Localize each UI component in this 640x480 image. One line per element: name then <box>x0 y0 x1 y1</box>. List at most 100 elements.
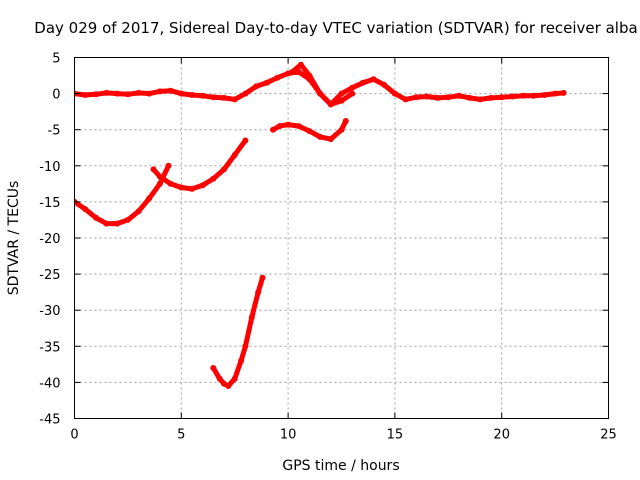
x-tick-label: 25 <box>600 428 617 443</box>
data-point <box>242 90 249 97</box>
data-point <box>92 214 99 221</box>
data-point <box>466 94 473 101</box>
data-point <box>423 93 430 100</box>
data-point <box>306 72 313 79</box>
data-point <box>82 206 89 213</box>
data-point <box>124 91 131 98</box>
data-point <box>297 61 304 68</box>
data-point <box>270 126 277 133</box>
y-tick-label: -35 <box>39 340 60 355</box>
data-point <box>445 94 452 101</box>
x-tick-label: 0 <box>70 428 78 443</box>
data-point <box>413 94 420 101</box>
data-point <box>242 343 249 350</box>
data-point <box>327 101 334 108</box>
data-point <box>509 93 516 100</box>
x-tick-label: 10 <box>280 428 297 443</box>
data-point <box>338 126 345 133</box>
data-point <box>488 94 494 101</box>
x-tick-label: 5 <box>177 428 185 443</box>
data-point <box>114 220 121 227</box>
data-point <box>327 136 334 143</box>
data-point <box>498 94 505 101</box>
data-point <box>124 216 131 223</box>
series-arc-4 <box>270 118 349 143</box>
data-point <box>210 94 217 101</box>
grid-lines <box>74 57 609 419</box>
data-point <box>199 92 206 99</box>
series-arc-2 <box>74 162 172 227</box>
data-point <box>338 97 345 104</box>
data-point <box>210 175 217 182</box>
x-axis-label: GPS time / hours <box>282 458 399 474</box>
data-point <box>150 166 157 173</box>
y-tick-label: -15 <box>39 196 60 211</box>
data-point <box>456 92 462 99</box>
data-point <box>156 88 163 95</box>
data-point <box>92 91 99 98</box>
data-point <box>552 90 559 97</box>
y-tick-label: -5 <box>48 124 61 139</box>
series-arc-overlap <box>289 61 356 108</box>
data-point <box>231 152 238 158</box>
data-point <box>165 162 172 169</box>
data-point <box>167 87 174 94</box>
data-point <box>274 74 281 81</box>
data-point <box>135 208 142 215</box>
y-tick-label: -40 <box>39 376 60 391</box>
data-point <box>103 220 110 227</box>
data-point <box>114 90 121 97</box>
data-point <box>221 166 227 173</box>
data-point <box>317 90 324 97</box>
data-point <box>477 96 484 103</box>
data-point <box>146 195 153 202</box>
data-point <box>381 81 388 88</box>
data-point <box>338 90 345 97</box>
data-point <box>167 180 174 187</box>
data-point <box>295 123 302 130</box>
data-point <box>560 89 567 96</box>
data-point <box>402 96 409 103</box>
data-point <box>231 96 238 103</box>
data-point <box>349 84 356 91</box>
x-tick-label: 15 <box>387 428 404 443</box>
data-point <box>103 89 110 96</box>
data-point <box>225 383 232 389</box>
data-point <box>276 123 283 130</box>
y-axis-label: SDTVAR / TECUs <box>6 181 22 296</box>
y-tick-label: -30 <box>39 304 60 319</box>
chart-title: Day 029 of 2017, Sidereal Day-to-day VTE… <box>34 19 637 37</box>
data-point <box>259 274 266 281</box>
y-tick-label: -25 <box>39 268 60 283</box>
data-point <box>82 92 89 98</box>
data-point <box>255 289 262 296</box>
data-point <box>391 90 398 97</box>
data-point <box>289 68 296 75</box>
series-line <box>151 138 248 192</box>
series-line <box>210 275 265 389</box>
series-line <box>74 163 171 227</box>
y-tick-label: -20 <box>39 232 60 247</box>
data-point <box>253 83 260 90</box>
data-point <box>306 128 313 135</box>
data-point <box>156 173 163 180</box>
data-point <box>541 92 548 98</box>
plot-frame <box>74 57 609 419</box>
data-point <box>189 185 195 192</box>
data-point <box>221 94 227 101</box>
data-point <box>359 79 366 86</box>
data-point <box>349 90 356 97</box>
data-point <box>210 365 217 371</box>
data-point <box>370 76 377 83</box>
data-point <box>263 79 270 86</box>
y-tick-label: -45 <box>39 413 60 428</box>
data-point <box>135 89 142 96</box>
y-tick-label: 0 <box>52 88 60 103</box>
data-series <box>74 61 567 389</box>
data-point <box>199 182 206 189</box>
data-point <box>178 90 185 97</box>
data-point <box>216 375 223 382</box>
series-arc-3 <box>150 137 249 192</box>
data-point <box>156 180 163 187</box>
